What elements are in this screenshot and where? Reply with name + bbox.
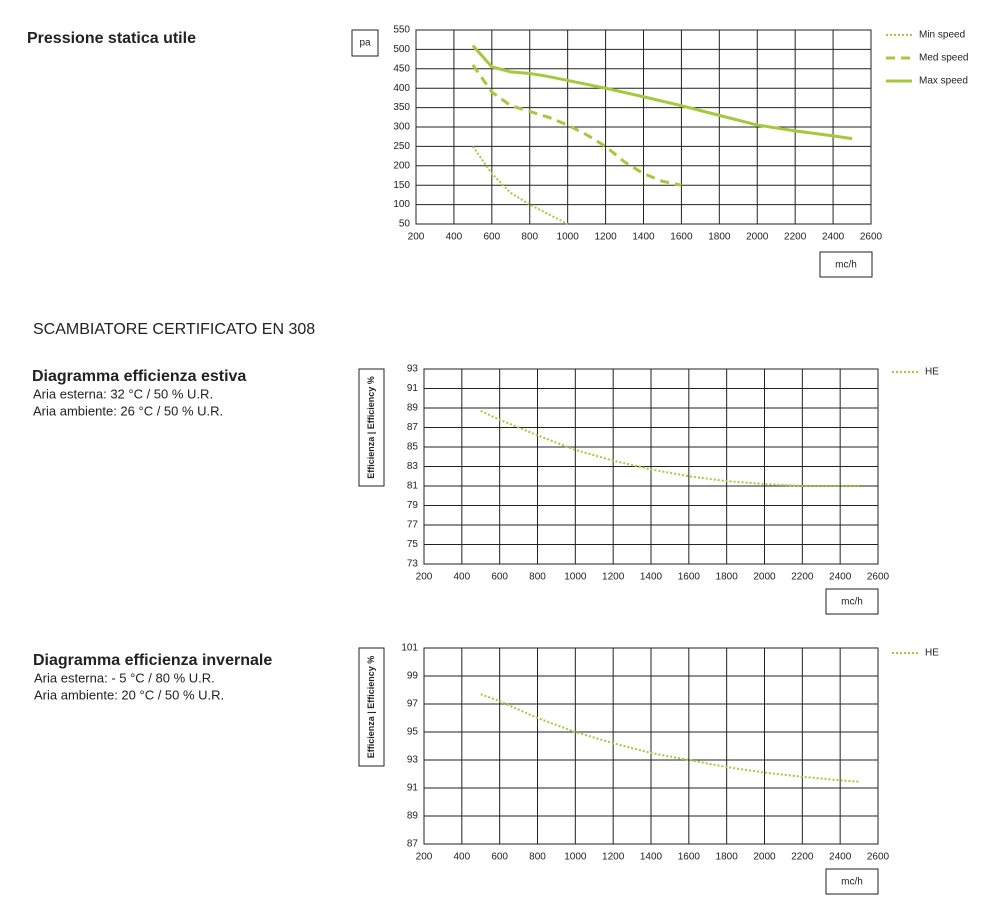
x-tick-label: 2400 xyxy=(829,852,852,863)
y-axis-label: Efficienza | Efficiency % xyxy=(366,656,376,759)
y-tick-label: 89 xyxy=(407,811,419,822)
x-tick-label: 600 xyxy=(491,852,508,863)
y-tick-label: 75 xyxy=(407,539,419,550)
legend-label: HE xyxy=(925,648,939,659)
y-tick-label: 91 xyxy=(407,383,419,394)
x-tick-label: 1800 xyxy=(716,852,739,863)
x-tick-label: 2200 xyxy=(791,852,814,863)
y-tick-label: 95 xyxy=(407,727,419,738)
x-tick-label: 1000 xyxy=(564,852,587,863)
y-label-box xyxy=(351,29,379,57)
y-tick-label: 77 xyxy=(407,520,419,531)
x-tick-label: 2600 xyxy=(867,852,890,863)
x-tick-label: 1600 xyxy=(678,852,701,863)
x-tick-label: 2600 xyxy=(867,572,890,583)
legend-label: Max speed xyxy=(919,76,968,87)
y-tick-label: 200 xyxy=(393,160,410,171)
y-tick-label: 85 xyxy=(407,442,419,453)
x-tick-label: 1400 xyxy=(640,572,663,583)
chart-title: Diagramma efficienza estiva xyxy=(32,368,246,385)
x-tick-label: 2600 xyxy=(860,232,883,243)
y-tick-label: 97 xyxy=(407,699,419,710)
x-axis-label: mc/h xyxy=(841,877,863,888)
x-tick-label: 1400 xyxy=(640,852,663,863)
legend-label: Min speed xyxy=(919,30,965,41)
x-axis-label: mc/h xyxy=(835,260,857,271)
y-axis-label: Efficienza | Efficiency % xyxy=(366,376,376,479)
x-tick-label: 1000 xyxy=(557,232,580,243)
y-tick-label: 89 xyxy=(407,403,419,414)
x-tick-label: 400 xyxy=(453,572,470,583)
x-tick-label: 1200 xyxy=(602,852,625,863)
x-tick-label: 1200 xyxy=(602,572,625,583)
chart-title: Pressione statica utile xyxy=(27,30,196,47)
x-tick-label: 2200 xyxy=(784,232,807,243)
y-tick-label: 500 xyxy=(393,44,410,55)
y-tick-label: 87 xyxy=(407,422,419,433)
legend-label: Med speed xyxy=(919,53,968,64)
y-tick-label: 93 xyxy=(407,755,419,766)
y-tick-label: 101 xyxy=(401,643,418,654)
x-tick-label: 1000 xyxy=(564,572,587,583)
section-title: SCAMBIATORE CERTIFICATO EN 308 xyxy=(33,321,315,338)
chart-title: Diagramma efficienza invernale xyxy=(33,652,272,669)
series-line xyxy=(480,693,860,783)
y-tick-label: 93 xyxy=(407,364,419,375)
x-tick-label: 1400 xyxy=(632,232,655,243)
x-tick-label: 200 xyxy=(416,852,433,863)
y-tick-label: 73 xyxy=(407,559,419,570)
x-tick-label: 800 xyxy=(529,572,546,583)
chart-subtitle: Aria esterna: - 5 °C / 80 % U.R. xyxy=(34,670,215,685)
x-tick-label: 2000 xyxy=(753,572,776,583)
y-tick-label: 150 xyxy=(393,180,410,191)
x-tick-label: 1800 xyxy=(716,572,739,583)
y-tick-label: 550 xyxy=(393,25,410,36)
x-axis-label: mc/h xyxy=(841,597,863,608)
y-tick-label: 91 xyxy=(407,783,419,794)
x-tick-label: 800 xyxy=(521,232,538,243)
y-tick-label: 50 xyxy=(399,219,411,230)
x-label-box xyxy=(825,868,879,895)
y-tick-label: 99 xyxy=(407,671,419,682)
y-tick-label: 250 xyxy=(393,141,410,152)
y-axis-label: pa xyxy=(359,38,371,49)
x-tick-label: 400 xyxy=(453,852,470,863)
x-tick-label: 1200 xyxy=(594,232,617,243)
x-tick-label: 200 xyxy=(416,572,433,583)
y-label-box xyxy=(358,368,385,487)
chart-subtitle: Aria ambiente: 26 °C / 50 % U.R. xyxy=(33,403,223,418)
chart-subtitle: Aria esterna: 32 °C / 50 % U.R. xyxy=(33,386,213,401)
x-label-box xyxy=(819,251,873,278)
y-tick-label: 87 xyxy=(407,839,419,850)
x-tick-label: 2000 xyxy=(753,852,776,863)
y-tick-label: 100 xyxy=(393,199,410,210)
x-tick-label: 2000 xyxy=(746,232,769,243)
x-tick-label: 2400 xyxy=(822,232,845,243)
x-tick-label: 1800 xyxy=(708,232,731,243)
x-tick-label: 2200 xyxy=(791,572,814,583)
chart-subtitle: Aria ambiente: 20 °C / 50 % U.R. xyxy=(34,687,224,702)
y-tick-label: 79 xyxy=(407,500,419,511)
x-tick-label: 400 xyxy=(446,232,463,243)
y-tick-label: 350 xyxy=(393,102,410,113)
x-tick-label: 1600 xyxy=(670,232,693,243)
y-tick-label: 300 xyxy=(393,122,410,133)
y-tick-label: 450 xyxy=(393,63,410,74)
y-tick-label: 81 xyxy=(407,481,419,492)
series-line xyxy=(471,44,853,141)
y-label-box xyxy=(358,647,385,767)
legend-label: HE xyxy=(925,367,939,378)
x-tick-label: 600 xyxy=(491,572,508,583)
x-tick-label: 2400 xyxy=(829,572,852,583)
x-tick-label: 1600 xyxy=(678,572,701,583)
x-tick-label: 600 xyxy=(483,232,500,243)
x-tick-label: 200 xyxy=(408,232,425,243)
series-line xyxy=(471,64,682,187)
y-tick-label: 83 xyxy=(407,461,419,472)
x-label-box xyxy=(825,588,879,615)
x-tick-label: 800 xyxy=(529,852,546,863)
y-tick-label: 400 xyxy=(393,83,410,94)
